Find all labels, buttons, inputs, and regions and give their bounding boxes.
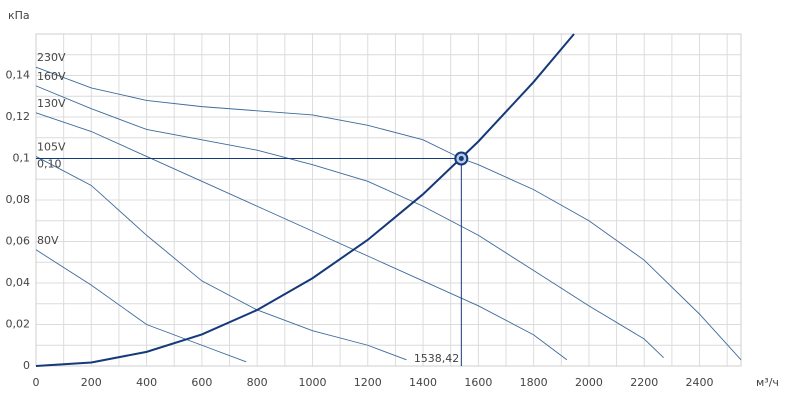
plot-frame (35, 33, 742, 367)
y-tick-label: 0 (23, 359, 30, 372)
y-tick-label: 0,02 (6, 318, 31, 331)
y-tick-label: 0,08 (6, 193, 31, 206)
x-tick-label: 600 (191, 376, 212, 389)
x-tick-label: 1600 (464, 376, 492, 389)
x-axis-label: м³/ч (756, 376, 779, 389)
y-tick-label: 0,12 (6, 110, 31, 123)
y-tick-label: 0,1 (13, 152, 31, 165)
y-tick-label: 0,06 (6, 235, 31, 248)
fan-curve (35, 156, 407, 361)
y-tick-label: 0,04 (6, 276, 31, 289)
y-axis-label: кПа (8, 9, 30, 22)
x-tick-label: 2000 (575, 376, 603, 389)
system-curve (35, 33, 575, 367)
series-label: 230V (37, 51, 66, 64)
x-tick-label: 800 (247, 376, 268, 389)
series-label: 80V (37, 234, 59, 247)
x-tick-label: 2400 (686, 376, 714, 389)
operating-point-x-label: 1538,42 (414, 352, 460, 365)
operating-point-y-label: 0,10 (37, 158, 62, 171)
series-label: 160V (37, 70, 66, 83)
x-tick-label: 1400 (409, 376, 437, 389)
operating-point-core (458, 156, 464, 161)
fan-curve (35, 249, 247, 363)
series-label: 105V (37, 140, 66, 153)
x-tick-label: 1800 (520, 376, 548, 389)
fan-curve (35, 112, 568, 361)
x-tick-label: 1000 (298, 376, 326, 389)
x-tick-label: 400 (136, 376, 157, 389)
fan-curve (35, 85, 664, 359)
x-tick-label: 200 (81, 376, 102, 389)
series-label: 130V (37, 97, 66, 110)
x-tick-label: 0 (33, 376, 40, 389)
y-tick-label: 0,14 (6, 69, 31, 82)
x-tick-label: 2200 (630, 376, 658, 389)
fan-curve (35, 66, 742, 361)
x-tick-label: 1200 (354, 376, 382, 389)
